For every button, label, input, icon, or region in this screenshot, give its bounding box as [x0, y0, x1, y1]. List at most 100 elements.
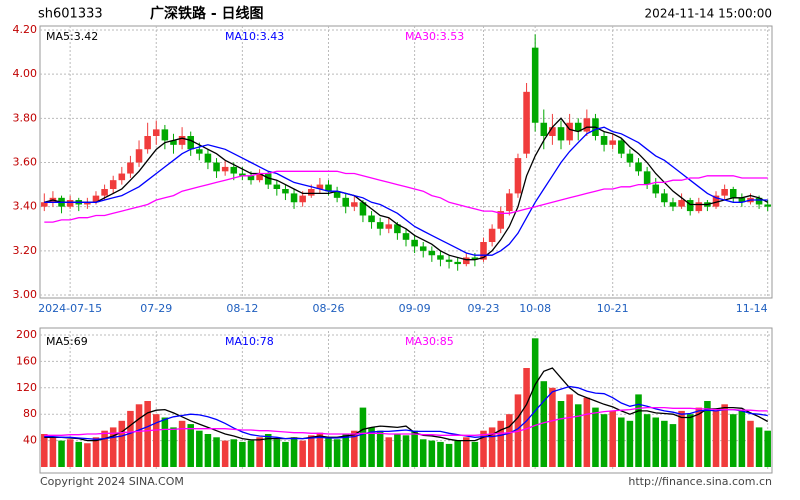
candle-body: [84, 202, 91, 205]
candle-body: [359, 202, 367, 216]
volume-bar: [437, 441, 444, 467]
candle-body: [307, 189, 315, 196]
candle-body: [574, 122, 582, 132]
volume-bar: [454, 440, 461, 467]
candle-body: [333, 191, 341, 198]
candle-body: [738, 197, 746, 203]
moving-average-line: [44, 367, 769, 442]
volume-bar: [316, 432, 324, 467]
candle-body: [755, 197, 763, 205]
candle-body: [101, 189, 108, 196]
candle-body: [316, 184, 324, 189]
volume-bar: [497, 420, 505, 467]
volume-bar: [135, 404, 143, 467]
candle-body: [196, 149, 203, 154]
y-tick-label: 80: [23, 407, 37, 420]
volume-bar: [84, 443, 91, 467]
volume-bar: [747, 420, 754, 467]
volume-bar: [170, 427, 177, 467]
volume-bar: [488, 427, 496, 467]
candle-body: [161, 129, 169, 141]
volume-bar: [514, 394, 522, 467]
volume-bar: [161, 417, 169, 467]
moving-average-line: [44, 406, 768, 436]
candle-body: [290, 193, 298, 203]
y-tick-label: 120: [16, 381, 37, 394]
x-tick-label: 10-21: [597, 302, 629, 315]
candle-body: [721, 189, 728, 196]
volume-bar: [394, 434, 401, 467]
volume-bar: [196, 430, 203, 467]
candle-body: [695, 202, 703, 212]
moving-average-line: [44, 385, 768, 440]
candle-body: [583, 118, 591, 132]
volume-bar: [721, 404, 728, 467]
volume-frame: [39, 327, 773, 474]
volume-bar: [678, 410, 685, 467]
volume-bar: [204, 434, 212, 467]
volume-bar: [299, 440, 306, 467]
volume-bar: [290, 437, 298, 467]
candle-body: [351, 202, 358, 207]
candle-body: [264, 173, 272, 185]
volume-bar: [609, 410, 616, 467]
candle-body: [376, 222, 384, 229]
x-tick-label: 07-29: [140, 302, 172, 315]
symbol: sh601333: [38, 7, 103, 22]
volume-bar: [256, 437, 263, 467]
candle-body: [549, 127, 556, 136]
candle-body: [187, 136, 194, 150]
volume-bar: [445, 443, 453, 467]
candle-body: [178, 136, 186, 145]
volume-bar: [221, 440, 229, 467]
volume-bar: [643, 414, 651, 467]
volume-bar: [333, 439, 341, 467]
candle-body: [686, 200, 694, 212]
y-tick-label: 3.20: [13, 244, 38, 257]
candle-body: [92, 195, 100, 203]
candle-body: [626, 153, 634, 163]
candle-body: [368, 215, 375, 223]
volume-bar: [712, 410, 720, 467]
volume-bar: [307, 435, 315, 467]
candle-body: [514, 158, 522, 194]
candle-body: [669, 202, 677, 207]
legend-entry: MA5:69: [46, 335, 88, 348]
volume-bar: [368, 427, 375, 467]
candle-body: [230, 166, 238, 174]
volume-bar: [600, 414, 608, 467]
volume-bar: [264, 434, 272, 467]
volume-bar: [58, 440, 65, 467]
candle-body: [764, 204, 771, 207]
candle-body: [170, 140, 177, 145]
candle-body: [273, 184, 281, 189]
y-tick-label: 40: [23, 434, 37, 447]
volume-bar: [152, 414, 160, 467]
candle-body: [152, 129, 160, 136]
candle-body: [247, 175, 255, 181]
candle-body: [661, 193, 668, 203]
volume-bar: [230, 439, 238, 467]
candle-body: [118, 173, 126, 181]
legend-entry: MA10:3.43: [225, 30, 284, 43]
volume-bar: [523, 368, 530, 467]
volume-bar: [755, 427, 763, 467]
candle-body: [419, 246, 427, 251]
volume-bar: [566, 394, 573, 467]
y-tick-label: 160: [16, 354, 37, 367]
volume-bar: [592, 407, 599, 467]
volume-bar: [411, 430, 418, 467]
candle-body: [506, 193, 513, 212]
candle-body: [402, 233, 410, 240]
volume-bar: [583, 397, 591, 467]
candle-body: [609, 140, 616, 145]
candle-body: [282, 189, 289, 194]
volume-bar: [359, 407, 367, 467]
volume-bar: [669, 424, 677, 467]
candle-body: [618, 140, 625, 154]
volume-bar: [239, 441, 246, 467]
candle-body: [411, 239, 418, 247]
volume-bar: [480, 430, 487, 467]
legend-entry: MA30:85: [405, 335, 454, 348]
volume-bar: [213, 437, 220, 467]
